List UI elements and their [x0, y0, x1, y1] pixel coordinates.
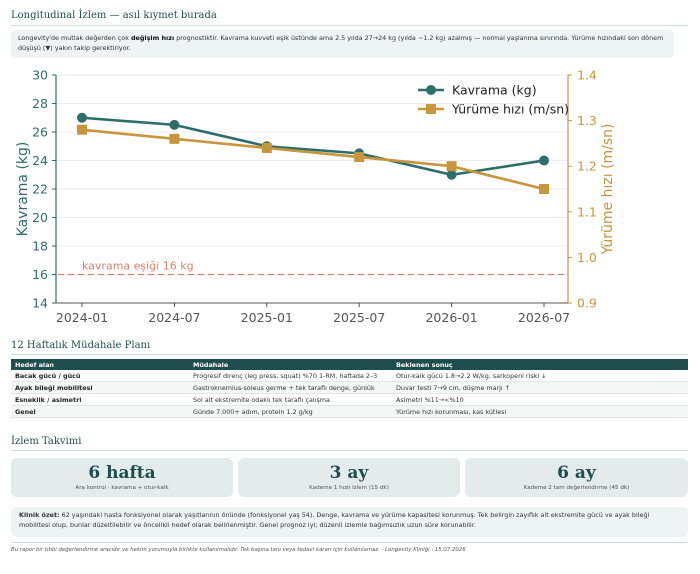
table-cell: Otur-kalk gücü 1.8→2.2 W/kg, sarkopeni r… — [392, 370, 688, 382]
note-text-pre: Longevity'de mutlak değerden çok — [18, 34, 131, 42]
table-cell: Günde 7.000+ adım, protein 1.2 g/kg — [189, 405, 392, 418]
table-cell: Sol alt ekstremite odaklı tek taraflı ça… — [189, 393, 392, 406]
page-title: Longitudinal İzlem — asıl kıymet burada — [11, 10, 217, 21]
right-tick-label: 1.3 — [577, 113, 597, 128]
card-caption: Kademe 2 tam değerlendirme (45 dk) — [523, 485, 630, 491]
intervention-plan-table: Hedef alan Müdahale Beklenen sonuç Bacak… — [11, 359, 688, 418]
legend-label: Kavrama (kg) — [452, 83, 537, 98]
right-tick-label: 1.0 — [577, 250, 597, 265]
table-row: Esneklik / asimetri Sol alt ekstremite o… — [11, 393, 688, 406]
x-tick-label: 2024-07 — [148, 310, 200, 325]
table-row: Genel Günde 7.000+ adım, protein 1.2 g/k… — [11, 405, 688, 418]
right-tick-label: 0.9 — [577, 296, 597, 311]
table-cell: Gastroknemius-soleus germe + tek taraflı… — [189, 381, 392, 394]
plan-divider — [11, 354, 688, 355]
table-header-row: Hedef alan Müdahale Beklenen sonuç — [11, 359, 688, 370]
card-value: 3 ay — [329, 463, 369, 483]
legend-marker — [426, 104, 436, 114]
schedule-card-6-months: 6 ay Kademe 2 tam değerlendirme (45 dk) — [465, 458, 688, 497]
x-tick-label: 2024-01 — [56, 310, 108, 325]
table-cell: Genel — [11, 405, 189, 418]
left-tick-label: 24 — [32, 153, 48, 168]
note-text-post: prognostiktir. Kavrama kuvveti eşik üstü… — [18, 34, 664, 52]
table-cell: Progresif direnç (leg press, squat) %70 … — [189, 370, 392, 382]
legend-label: Yürüme hızı (m/sn) — [451, 102, 569, 117]
card-value: 6 ay — [557, 463, 596, 483]
table-row: Ayak bileği mobilitesi Gastroknemius-sol… — [11, 381, 688, 394]
left-tick-label: 18 — [32, 239, 48, 254]
left-tick-label: 26 — [32, 125, 48, 140]
data-point — [77, 112, 87, 123]
table-cell: Duvar testi 7→9 cm, düşme marjı ↑ — [392, 381, 688, 394]
schedule-card-3-months: 3 ay Kademe 1 hızlı izlem (15 dk) — [238, 458, 460, 497]
left-axis-title: Kavrama (kg) — [15, 142, 31, 237]
table-cell: Asimetri %11→<%10 — [392, 393, 688, 406]
trend-chart: 14 16 18 20 22 24 26 28 30 0.9 1.0 1.1 1.2 1.3 1.4 2024… — [15, 68, 616, 326]
summary-text: 62 yaşındaki hasta fonksiyonel olarak ya… — [19, 511, 650, 529]
schedule-title: İzlem Takvimi — [11, 436, 82, 447]
data-point — [77, 124, 87, 135]
left-tick-label: 16 — [32, 267, 48, 282]
left-tick-label: 20 — [32, 210, 48, 225]
data-point — [446, 161, 457, 172]
x-tick-label: 2026-01 — [425, 310, 477, 325]
summary-label: Klinik özet: — [19, 511, 60, 519]
table-cell: Yürüme hızı korunması, kas kütlesi — [392, 405, 688, 418]
legend-marker — [426, 85, 436, 95]
note-text-bold: değişim hızı — [130, 34, 175, 42]
schedule-divider — [11, 450, 688, 451]
left-tick-label: 30 — [32, 68, 48, 83]
data-point — [169, 133, 180, 144]
schedule-card-6-weeks: 6 hafta Ara kontrol · kavrama + otur-kal… — [11, 458, 233, 497]
data-point — [446, 169, 457, 180]
x-tick-label: 2025-07 — [333, 310, 385, 325]
card-value: 6 hafta — [88, 463, 156, 483]
data-point — [539, 184, 549, 194]
column-header-outcome: Beklenen sonuç — [392, 359, 688, 370]
series-line — [81, 116, 545, 177]
left-tick-label: 28 — [32, 96, 48, 111]
plan-title: 12 Haftalık Müdahale Planı — [11, 340, 151, 351]
footer-disclaimer: Bu rapor bir tıbbi değerlendirme aracıdı… — [11, 547, 466, 553]
data-point — [354, 152, 365, 163]
footer-divider — [11, 542, 688, 543]
left-tick-label: 22 — [32, 182, 48, 197]
column-header-intervention: Müdahale — [189, 359, 392, 370]
card-caption: Ara kontrol · kavrama + otur-kalk — [75, 485, 169, 491]
title-divider — [11, 25, 688, 26]
clinical-summary: Klinik özet: 62 yaşındaki hasta fonksiyo… — [11, 507, 688, 537]
table-row: Bacak gücü / gücü Progresif direnç (leg … — [11, 370, 688, 382]
right-axis-title: Yürüme hızı (m/sn) — [600, 123, 616, 255]
right-tick-label: 1.2 — [577, 159, 597, 174]
right-tick-label: 1.1 — [577, 204, 597, 219]
table-cell: Ayak bileği mobilitesi — [11, 381, 189, 394]
card-caption: Kademe 1 hızlı izlem (15 dk) — [309, 485, 389, 491]
threshold-label: kavrama eşiği 16 kg — [82, 260, 194, 273]
table-cell: Esneklik / asimetri — [11, 393, 189, 406]
left-tick-label: 14 — [32, 296, 48, 311]
column-header-target: Hedef alan — [11, 359, 189, 370]
x-tick-label: 2026-07 — [518, 310, 570, 325]
series-line — [81, 128, 545, 191]
info-note: Longevity'de mutlak değerden çok değişim… — [11, 30, 674, 58]
data-point — [169, 119, 180, 130]
data-point — [539, 155, 549, 166]
data-point — [261, 142, 272, 153]
x-tick-label: 2025-01 — [241, 310, 293, 325]
right-tick-label: 1.4 — [577, 68, 597, 83]
table-cell: Bacak gücü / gücü — [11, 370, 189, 382]
